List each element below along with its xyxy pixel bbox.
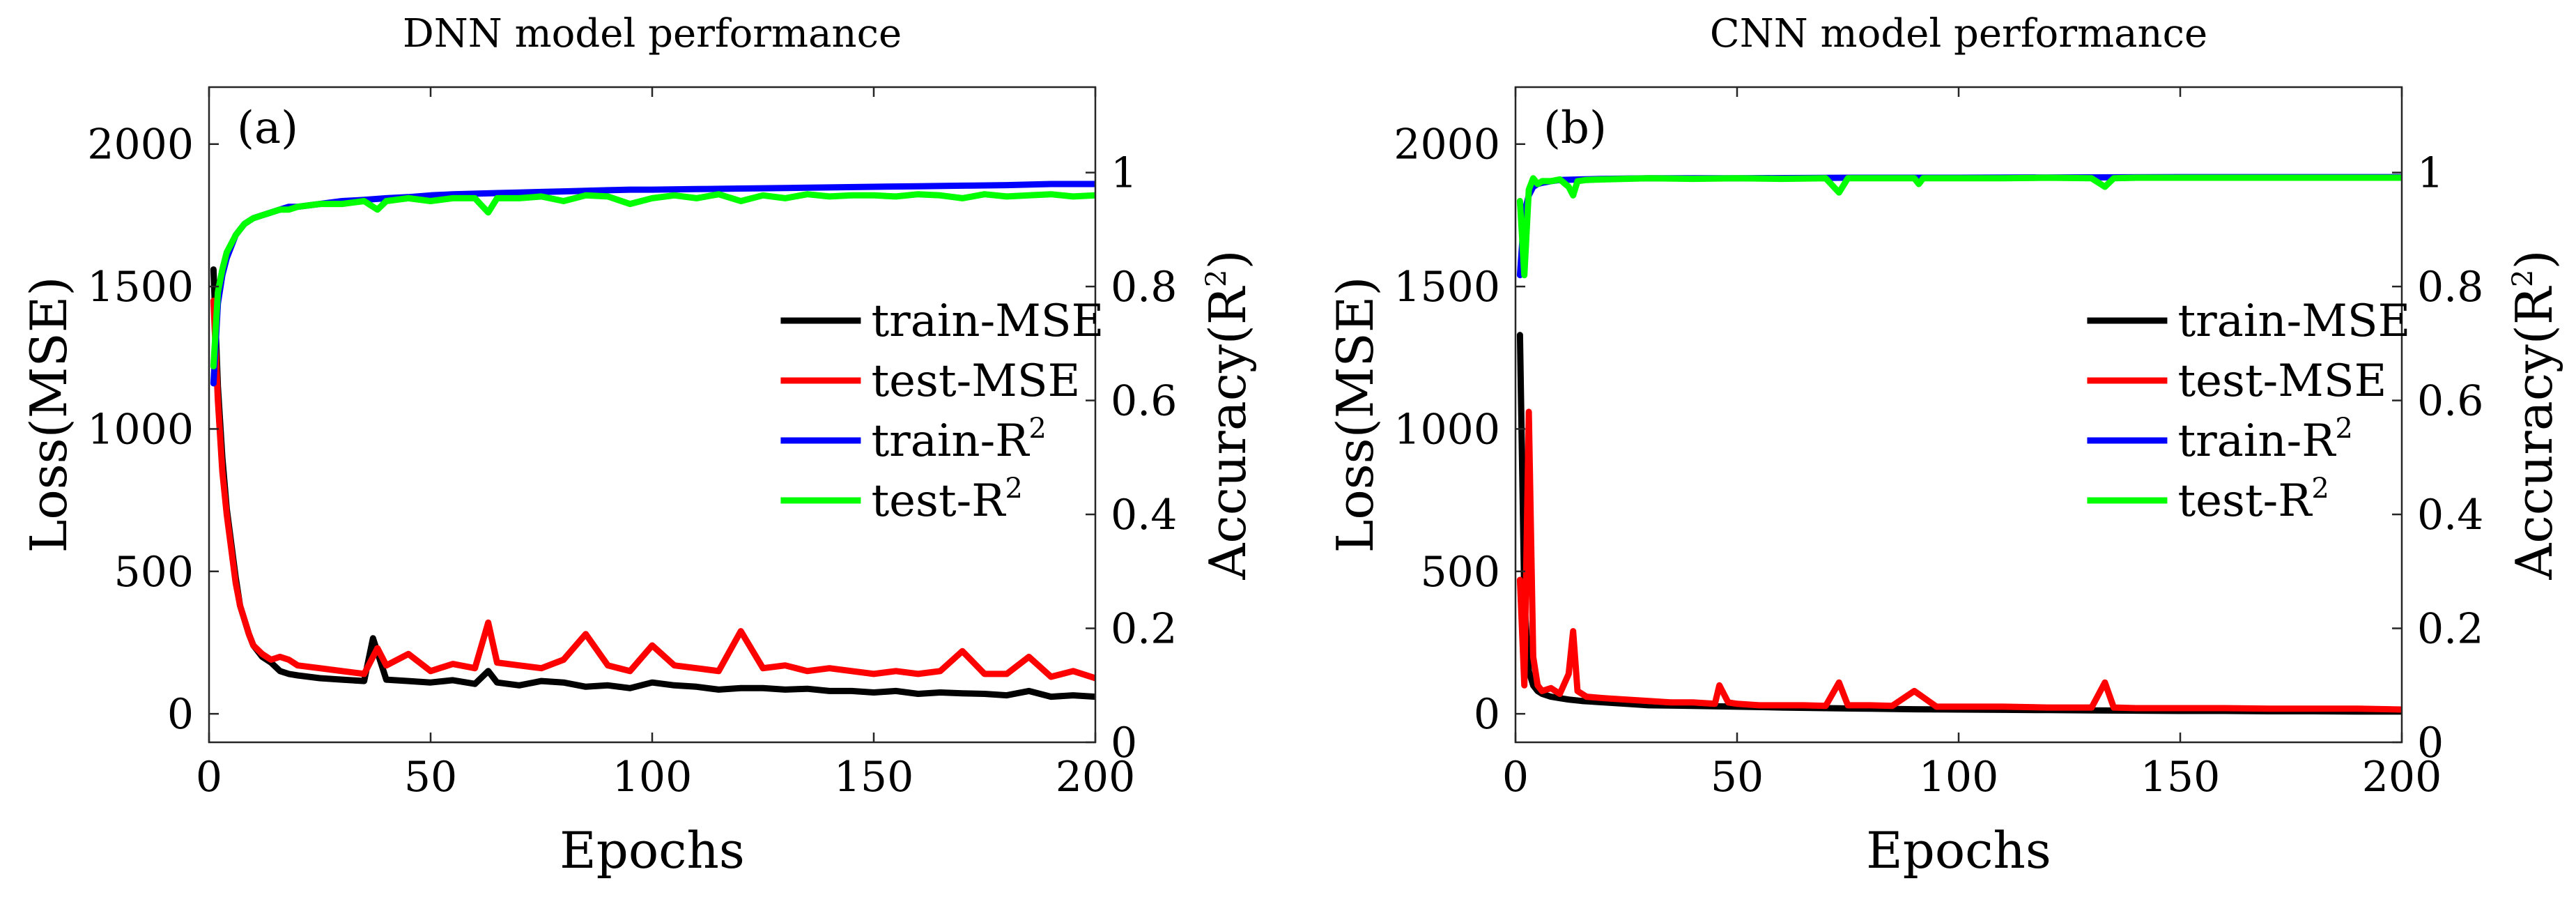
y-right-tick-label: 0.6 <box>2417 377 2483 426</box>
legend-label: train-MSE <box>2177 296 2410 347</box>
y-right-tick-label: 0.2 <box>2417 605 2483 654</box>
x-axis-label: Epochs <box>560 821 745 880</box>
chart-panel-a: 0 50 100 150 200050010001500200000.20.40.60.… <box>20 11 1257 880</box>
x-tick-label: 200 <box>1056 753 1136 802</box>
y-right-label-close: ) <box>2505 250 2563 269</box>
y-left-tick-label: 500 <box>1420 548 1500 597</box>
y-left-tick-label: 500 <box>114 548 194 597</box>
x-tick-label: 200 <box>2362 753 2442 802</box>
chart-panel-b: 0 50 100 150 200050010001500200000.20.40.60.… <box>1326 11 2563 880</box>
x-tick-label: 100 <box>612 753 693 802</box>
y-right-tick-label: 0 <box>1111 719 1137 767</box>
panel-label: (b) <box>1543 102 1607 154</box>
series-line-test-mse <box>1516 408 2402 713</box>
y-right-tick-label: 1 <box>1111 149 1137 198</box>
y-right-tick-label: 0.8 <box>2417 263 2483 312</box>
y-right-label-main: Accuracy(R <box>2505 286 2563 580</box>
y-left-tick-label: 1500 <box>1394 263 1500 312</box>
x-tick-label: 50 <box>404 753 457 802</box>
legend-label: train-R2 <box>871 413 1046 467</box>
legend-label-sup: 2 <box>1005 473 1022 505</box>
series-lines <box>1516 174 2402 715</box>
y-right-tick-label: 0.8 <box>1111 263 1177 312</box>
legend-label: test-MSE <box>871 355 1080 407</box>
legend-label-main: train-R <box>2177 415 2336 467</box>
legend-label: train-R2 <box>2177 413 2352 467</box>
legend-label: test-R2 <box>2177 473 2329 527</box>
y-left-tick-label: 2000 <box>1394 121 1500 169</box>
legend-label-main: train-MSE <box>2177 296 2410 347</box>
y-left-tick-label: 0 <box>1474 690 1500 739</box>
y-right-tick-label: 0.2 <box>1111 605 1177 654</box>
series-line-test-mse <box>210 298 1095 682</box>
y-right-tick-label: 0.4 <box>2417 491 2483 539</box>
y-left-axis-label: Loss(MSE) <box>20 277 78 553</box>
y-right-axis-label: Accuracy(R2) <box>1198 250 1257 580</box>
y-left-tick-label: 1000 <box>1394 405 1500 454</box>
series-line-test-r-squared <box>210 191 1095 369</box>
y-right-label-close: ) <box>1198 250 1257 269</box>
legend-label-main: test-R <box>2177 475 2313 527</box>
y-right-tick-label: 0.4 <box>1111 491 1177 539</box>
chart-title: DNN model performance <box>403 11 902 56</box>
chart-title: CNN model performance <box>1710 11 2207 56</box>
legend-label-main: test-MSE <box>2177 355 2386 407</box>
y-right-tick-label: 0.6 <box>1111 377 1177 426</box>
y-left-tick-label: 1500 <box>87 263 194 312</box>
series-lines <box>210 181 1095 700</box>
legend-label-main: test-MSE <box>871 355 1080 407</box>
legend-label: test-R2 <box>871 473 1022 527</box>
y-right-tick-label: 1 <box>2417 149 2444 198</box>
x-tick-label: 150 <box>2141 753 2221 802</box>
x-tick-label: 0 <box>1502 753 1529 802</box>
y-left-tick-label: 0 <box>167 690 194 739</box>
legend-label-sup: 2 <box>2311 473 2329 505</box>
legend-label-main: train-MSE <box>871 296 1104 347</box>
y-left-axis-label: Loss(MSE) <box>1326 277 1385 553</box>
x-tick-label: 100 <box>1919 753 1999 802</box>
legend-label: train-MSE <box>871 296 1104 347</box>
panel-label: (a) <box>237 102 298 154</box>
y-right-label-sup: 2 <box>1201 269 1233 286</box>
legend-label-main: test-R <box>871 475 1006 527</box>
x-axis-label: Epochs <box>1866 821 2051 880</box>
legend-label-main: train-R <box>871 415 1030 467</box>
y-left-tick-label: 2000 <box>87 121 194 169</box>
y-left-tick-label: 1000 <box>87 405 194 454</box>
x-tick-label: 50 <box>1711 753 1764 802</box>
plot-area <box>1515 87 2402 742</box>
y-right-axis-label: Accuracy(R2) <box>2505 250 2563 580</box>
x-tick-label: 0 <box>196 753 222 802</box>
y-right-label-main: Accuracy(R <box>1198 286 1257 580</box>
legend-label-sup: 2 <box>2335 413 2352 445</box>
legend-label: test-MSE <box>2177 355 2386 407</box>
legend-label-sup: 2 <box>1028 413 1046 445</box>
series-line-test-r-squared <box>1516 174 2402 279</box>
y-right-label-sup: 2 <box>2507 269 2539 286</box>
y-right-tick-label: 0 <box>2417 719 2444 767</box>
x-tick-label: 150 <box>834 753 914 802</box>
